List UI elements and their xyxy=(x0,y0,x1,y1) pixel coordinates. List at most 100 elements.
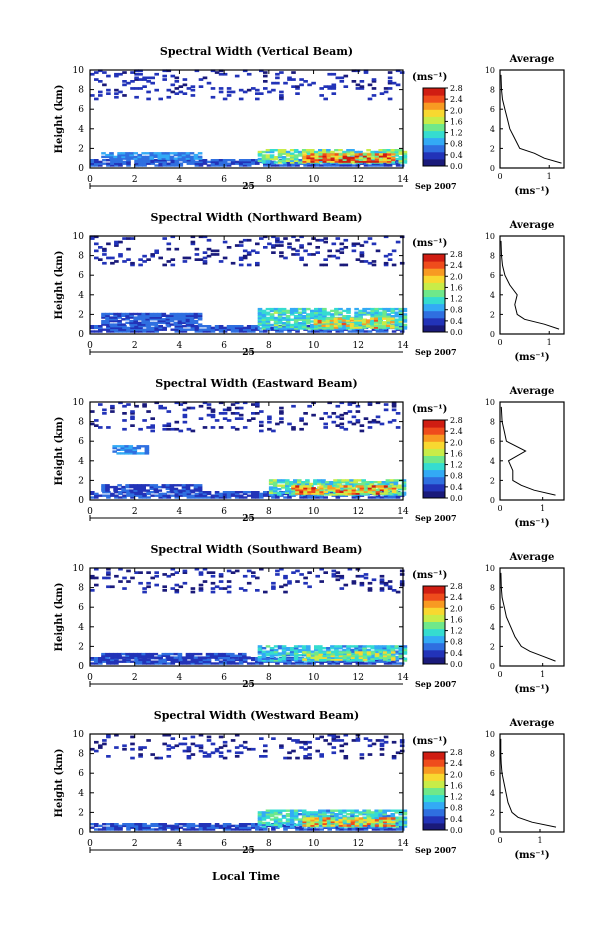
heatmap-cell-0 xyxy=(142,325,147,328)
heatmap-cell-1 xyxy=(402,823,408,826)
heatmap-cell-0 xyxy=(106,494,111,497)
heatmap-cell-1 xyxy=(165,485,171,489)
heatmap-cell-2 xyxy=(277,161,283,164)
heatmap-cell-2 xyxy=(302,817,307,820)
heatmap-cell-2 xyxy=(374,820,380,824)
heatmap-cell-3 xyxy=(314,654,320,658)
heatmap-cell-1 xyxy=(169,487,175,491)
heatmap-cell-1 xyxy=(306,813,311,816)
heatmap-cell-3 xyxy=(369,481,375,484)
heatmap-cell-2 xyxy=(358,819,364,822)
heatmap-cell-4 xyxy=(130,87,135,90)
colorbar-unit: (ms⁻¹) xyxy=(412,570,447,581)
heatmap-cell-4 xyxy=(94,78,99,81)
heatmap-cell-2 xyxy=(257,327,263,330)
heatmap-cell-4 xyxy=(246,88,252,92)
heatmap-cell-0 xyxy=(158,160,163,164)
heatmap-cell-1 xyxy=(117,316,122,319)
heatmap-cell-5 xyxy=(375,401,381,405)
heatmap-cell-4 xyxy=(114,240,119,244)
heatmap-cell-0 xyxy=(186,828,192,831)
heatmap-cell-4 xyxy=(387,585,393,589)
heatmap-cell-1 xyxy=(318,813,323,816)
heatmap-cell-3 xyxy=(393,493,399,496)
heatmap-cell-3 xyxy=(302,160,307,163)
heatmap-cell-4 xyxy=(363,573,369,576)
heatmap-cell-5 xyxy=(351,422,357,426)
heatmap-cell-1 xyxy=(314,811,319,814)
heatmap-cell-3 xyxy=(361,326,367,329)
heatmap-cell-0 xyxy=(347,330,353,333)
heatmap-cell-2 xyxy=(310,149,315,152)
heatmap-cell-3 xyxy=(280,484,286,487)
heatmap-cell-1 xyxy=(157,489,163,492)
heatmap-cell-0 xyxy=(299,496,304,499)
heatmap-cell-0 xyxy=(126,826,131,829)
heatmap-cell-3 xyxy=(302,653,307,656)
heatmap-cell-3 xyxy=(138,746,143,749)
heatmap-cell-1 xyxy=(129,155,134,159)
average-y-tick-label: 8 xyxy=(490,418,495,427)
heatmap-cell-0 xyxy=(146,330,151,333)
heatmap-cell-3 xyxy=(334,153,340,156)
heatmap-cell-3 xyxy=(382,160,388,163)
heatmap-cell-0 xyxy=(238,325,244,328)
heatmap-cell-3 xyxy=(350,658,356,661)
heatmap-cell-0 xyxy=(214,328,220,331)
heatmap-cell-3 xyxy=(350,156,356,160)
heatmap-cell-3 xyxy=(357,479,362,482)
heatmap-cell-4 xyxy=(387,580,393,583)
heatmap-cell-0 xyxy=(146,325,151,328)
heatmap-cell-4 xyxy=(375,249,381,253)
heatmap-cell-0 xyxy=(307,828,312,831)
heatmap-cell-0 xyxy=(206,660,212,663)
average-title: Average xyxy=(509,552,555,563)
heatmap-cell-1 xyxy=(330,811,335,814)
heatmap-cell-0 xyxy=(371,662,377,665)
heatmap-cell-4 xyxy=(242,589,248,592)
heatmap-cell-2 xyxy=(277,307,283,311)
heatmap-cell-2 xyxy=(265,157,271,161)
heatmap-cell-1 xyxy=(141,321,146,325)
heatmap-cell-0 xyxy=(182,492,188,496)
heatmap-cell-1 xyxy=(129,152,134,155)
heatmap-cell-1 xyxy=(193,321,199,325)
heatmap-cell-3 xyxy=(373,317,379,320)
heatmap-cell-0 xyxy=(174,164,180,167)
heatmap-cell-4 xyxy=(387,587,393,590)
heatmap-cell-1 xyxy=(326,814,331,818)
heatmap-cell-0 xyxy=(222,826,228,829)
heatmap-cell-3 xyxy=(335,739,341,742)
heatmap-cell-3 xyxy=(306,656,311,659)
y-axis-label: Height (km) xyxy=(54,85,65,154)
heatmap-cell-4 xyxy=(327,254,332,258)
heatmap-cell-3 xyxy=(357,317,363,320)
heatmap-cell-3 xyxy=(303,747,308,751)
heatmap-cell-5 xyxy=(210,408,216,412)
heatmap-cell-1 xyxy=(105,155,110,159)
heatmap-cell-1 xyxy=(153,314,159,317)
heatmap-cell-0 xyxy=(146,824,151,828)
heatmap-cell-2 xyxy=(310,309,315,313)
heatmap-cell-0 xyxy=(158,326,163,330)
heatmap-cell-3 xyxy=(357,326,363,329)
heatmap-cell-4 xyxy=(323,85,328,88)
panel-3: Spectral Width (Southward Beam)0 2 4 6 8 10 12… xyxy=(54,543,565,695)
heatmap-cell-2 xyxy=(330,150,335,154)
heatmap-cell-0 xyxy=(287,330,292,333)
heatmap-cell-0 xyxy=(251,658,256,662)
heatmap-cell-0 xyxy=(242,824,248,828)
heatmap-cell-3 xyxy=(342,158,348,161)
heatmap-cell-0 xyxy=(395,494,401,497)
heatmap-cell-0 xyxy=(263,164,268,167)
heatmap-cell-4 xyxy=(174,76,180,80)
heatmap-cell-2 xyxy=(297,654,303,657)
heatmap-cell-1 xyxy=(133,652,138,656)
heatmap-cell-2 xyxy=(277,150,283,154)
heatmap-cell-2 xyxy=(386,819,392,822)
average-profile-line xyxy=(500,240,560,330)
heatmap-cell-2 xyxy=(306,645,311,648)
heatmap-cell-2 xyxy=(342,819,348,822)
heatmap-cell-4 xyxy=(383,490,389,493)
heatmap-cell-3 xyxy=(263,744,268,748)
